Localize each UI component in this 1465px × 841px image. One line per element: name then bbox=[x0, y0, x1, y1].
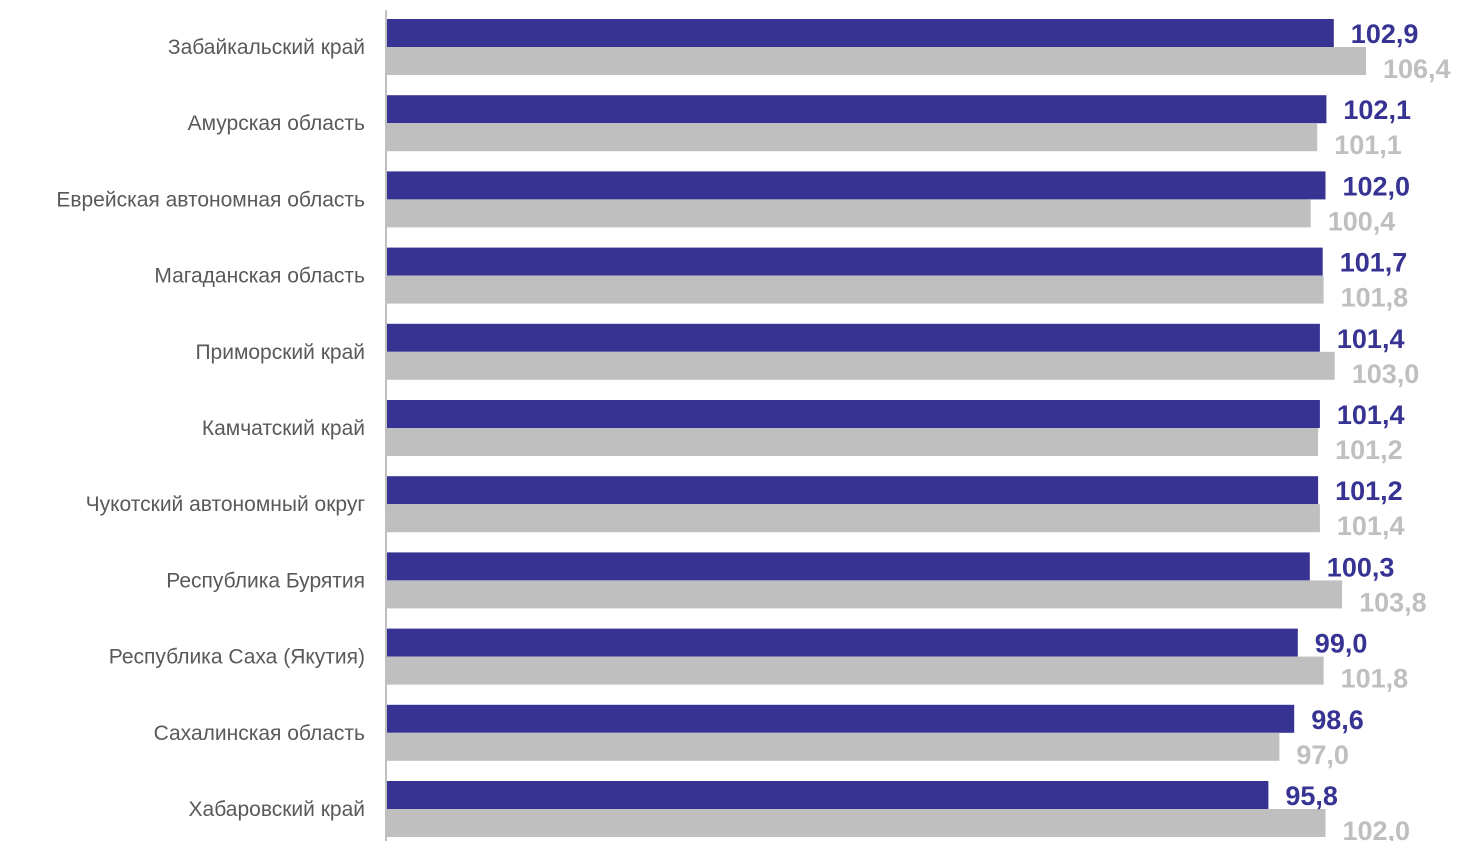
data-label-series-2: 101,8 bbox=[1341, 664, 1409, 694]
bar-series-2 bbox=[386, 123, 1318, 152]
bar-series-1 bbox=[386, 704, 1295, 733]
bar-series-1 bbox=[386, 400, 1320, 428]
bar-series-1 bbox=[386, 476, 1319, 505]
category-label: Еврейская автономная область bbox=[56, 188, 365, 211]
bar-series-2 bbox=[386, 199, 1311, 228]
category-label: Приморский край bbox=[195, 341, 365, 364]
data-label-series-1: 95,8 bbox=[1285, 781, 1338, 811]
data-label-series-2: 103,8 bbox=[1359, 587, 1427, 617]
bar-series-1 bbox=[386, 95, 1327, 124]
bar-series-1 bbox=[386, 323, 1320, 352]
data-label-series-2: 103,0 bbox=[1352, 359, 1420, 389]
category-label: Камчатский край bbox=[202, 417, 365, 440]
bar-series-1 bbox=[386, 247, 1323, 276]
data-label-series-2: 102,0 bbox=[1343, 816, 1411, 841]
category-label: Хабаровский край bbox=[189, 798, 365, 821]
data-label-series-1: 102,0 bbox=[1343, 171, 1411, 201]
data-label-series-1: 101,4 bbox=[1337, 400, 1405, 430]
data-label-series-1: 102,9 bbox=[1351, 19, 1419, 49]
data-label-series-1: 98,6 bbox=[1311, 705, 1364, 735]
data-label-series-1: 101,7 bbox=[1340, 248, 1408, 278]
data-label-series-1: 100,3 bbox=[1327, 552, 1395, 582]
category-label: Забайкальский край bbox=[168, 36, 365, 59]
bar-series-2 bbox=[386, 351, 1335, 380]
category-label: Чукотский автономный округ bbox=[86, 493, 366, 516]
data-label-series-1: 101,2 bbox=[1335, 476, 1403, 506]
bar-series-2 bbox=[386, 428, 1319, 456]
category-label: Амурская область bbox=[188, 112, 365, 135]
bar-series-2 bbox=[386, 809, 1326, 837]
bar-series-2 bbox=[386, 580, 1343, 609]
data-label-series-2: 101,2 bbox=[1335, 435, 1403, 465]
data-label-series-1: 99,0 bbox=[1315, 629, 1368, 659]
category-label: Республика Саха (Якутия) bbox=[109, 646, 365, 669]
bar-series-2 bbox=[386, 504, 1320, 533]
bar-series-1 bbox=[386, 171, 1326, 200]
data-label-series-2: 101,4 bbox=[1337, 511, 1405, 541]
data-label-series-1: 101,4 bbox=[1337, 324, 1405, 354]
bar-series-2 bbox=[386, 732, 1280, 761]
bar-series-2 bbox=[386, 656, 1324, 685]
bars-group bbox=[386, 19, 1366, 837]
bar-series-2 bbox=[386, 47, 1366, 75]
data-label-series-2: 97,0 bbox=[1296, 740, 1349, 770]
bar-series-1 bbox=[386, 19, 1334, 47]
bar-series-1 bbox=[386, 552, 1310, 581]
bar-series-2 bbox=[386, 275, 1324, 304]
bar-series-1 bbox=[386, 781, 1269, 809]
data-label-series-1: 102,1 bbox=[1343, 95, 1411, 125]
value-labels-group: 102,9 106,4 102,1 101,1 102,0 100,4 101,7 101,8… bbox=[1285, 19, 1450, 841]
data-label-series-2: 106,4 bbox=[1383, 54, 1451, 84]
category-label: Республика Бурятия bbox=[166, 569, 365, 592]
data-label-series-2: 100,4 bbox=[1328, 206, 1396, 236]
category-label: Магаданская область bbox=[154, 265, 365, 288]
data-label-series-2: 101,1 bbox=[1334, 130, 1402, 160]
bar-series-1 bbox=[386, 628, 1298, 657]
data-label-series-2: 101,8 bbox=[1341, 283, 1409, 313]
category-label: Сахалинская область bbox=[154, 722, 365, 745]
category-labels-group: Забайкальский край Амурская область Еврейс… bbox=[56, 36, 365, 821]
